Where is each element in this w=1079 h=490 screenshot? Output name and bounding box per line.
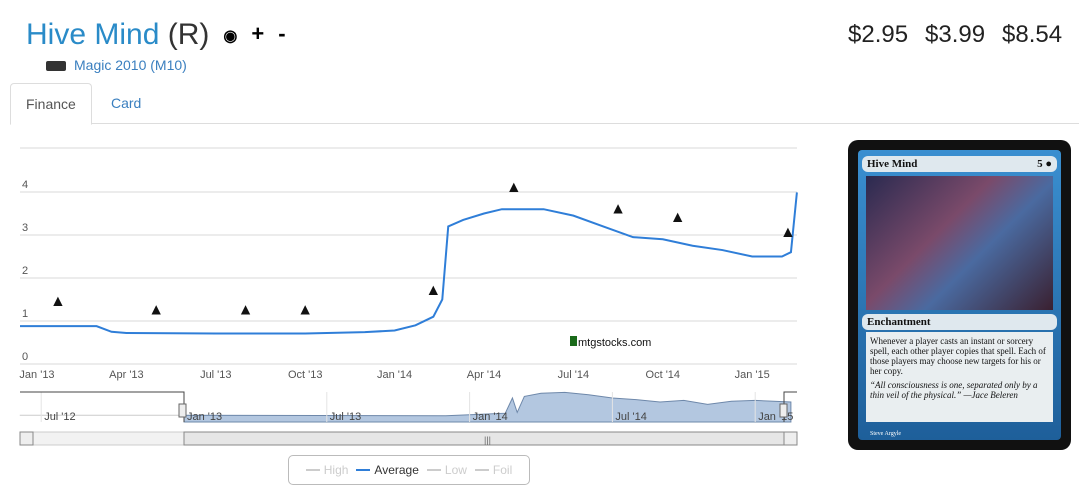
set-link[interactable]: Magic 2010 (M10) (46, 57, 187, 73)
remove-button[interactable]: - (278, 21, 286, 46)
add-button[interactable]: + (251, 21, 265, 46)
legend-item-average[interactable]: Average (356, 463, 419, 477)
x-tick-label: Apr '13 (109, 369, 144, 381)
legend-label: Foil (492, 463, 513, 477)
card-image: Hive Mind 5 ● Enchantment Whenever a play… (848, 140, 1071, 450)
legend-swatch (474, 469, 489, 471)
legend-label: High (323, 463, 349, 477)
mtgstocks-logo-icon (570, 336, 577, 346)
set-release-marker-icon[interactable]: ▲ (148, 302, 164, 319)
card-image-type: Enchantment (867, 316, 931, 328)
card-image-name: Hive Mind (867, 158, 918, 170)
x-tick-label: Apr '14 (467, 369, 502, 381)
navigator-handle-left[interactable] (178, 403, 187, 418)
price-chart[interactable]: 0 1 2 3 4 Jan '13 Apr '13 Jul '13 Oct '13 Jan '14… (0, 130, 810, 455)
navigator-series (183, 391, 792, 423)
set-release-marker-icon[interactable]: ▲ (238, 302, 254, 319)
legend-swatch (356, 469, 371, 471)
eye-icon[interactable]: ◉ (223, 28, 238, 45)
legend-label: Low (444, 463, 467, 477)
legend-swatch (305, 469, 320, 471)
navigator-tick-label: Jul '13 (330, 411, 361, 423)
legend-item-high[interactable]: High (305, 463, 349, 477)
set-name[interactable]: Magic 2010 (M10) (74, 57, 187, 73)
x-tick-label: Jan '15 (735, 369, 770, 381)
scroll-left-button[interactable] (19, 431, 34, 446)
card-image-cost: 5 ● (1037, 158, 1052, 170)
y-tick-label: 1 (22, 308, 28, 320)
tab-bar: Finance Card (10, 83, 1079, 125)
card-flavor: “All consciousness is one, separated onl… (870, 380, 1038, 400)
set-release-marker-icon[interactable]: ▲ (50, 293, 66, 310)
y-tick-label: 4 (22, 179, 28, 191)
x-tick-label: Jan '14 (377, 369, 412, 381)
card-name: Hive Mind (26, 18, 160, 51)
legend-item-foil[interactable]: Foil (474, 463, 513, 477)
y-tick-label: 2 (22, 265, 28, 277)
x-tick-label: Oct '13 (288, 369, 323, 381)
navigator-tick-label: Jan '14 (473, 411, 508, 423)
set-release-marker-icon[interactable]: ▲ (506, 179, 522, 196)
navigator-handle-right[interactable] (779, 403, 788, 418)
x-tick-label: Jul '14 (558, 369, 589, 381)
navigator-tick-label: Jul '14 (615, 411, 646, 423)
chart-legend: High Average Low Foil (288, 455, 530, 485)
set-symbol-icon (46, 61, 66, 71)
price-high: $8.54 (1002, 21, 1063, 48)
legend-swatch (426, 469, 441, 471)
tab-card[interactable]: Card (111, 95, 142, 111)
watermark: mtgstocks.com (578, 337, 651, 349)
x-tick-label: Jan '13 (19, 369, 54, 381)
card-art (866, 176, 1053, 310)
legend-label: Average (374, 463, 419, 477)
average-price-line[interactable] (20, 192, 798, 335)
y-tick-label: 0 (22, 351, 28, 363)
set-release-marker-icon[interactable]: ▲ (425, 282, 441, 299)
card-title: Hive Mind (R) ◉ + - (26, 18, 286, 52)
price-low: $2.95 (848, 21, 909, 48)
card-artist: Steve Argyle (870, 431, 902, 437)
scrollbar-grip-icon: ||| (484, 435, 491, 445)
set-release-marker-icon[interactable]: ▲ (297, 302, 313, 319)
navigator-tick-label: Jul '12 (44, 411, 75, 423)
set-release-marker-icon[interactable]: ▲ (780, 224, 796, 241)
x-tick-label: Jul '13 (200, 369, 231, 381)
card-text-box: Whenever a player casts an instant or so… (866, 332, 1053, 422)
card-rules: Whenever a player casts an instant or so… (870, 336, 1046, 376)
y-tick-label: 3 (22, 222, 28, 234)
x-tick-label: Oct '14 (646, 369, 681, 381)
navigator-tick-label: Jan '13 (187, 411, 222, 423)
legend-item-low[interactable]: Low (426, 463, 467, 477)
navigator-tick-label: Jan '15 (758, 411, 793, 423)
price-average: $3.99 (925, 21, 986, 48)
scroll-right-button[interactable] (783, 431, 798, 446)
set-release-marker-icon[interactable]: ▲ (610, 201, 626, 218)
tab-finance[interactable]: Finance (10, 83, 92, 125)
set-release-marker-icon[interactable]: ▲ (670, 209, 686, 226)
rarity: (R) (167, 18, 210, 51)
